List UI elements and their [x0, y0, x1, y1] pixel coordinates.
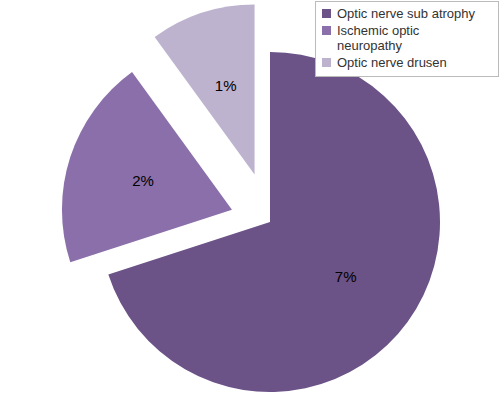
- html-text:Optic nerve drusen: Optic nerve drusen: [337, 55, 447, 70]
- svg-text:1%: 1%: [215, 77, 237, 94]
- svg-text:2%: 2%: [132, 172, 154, 189]
- svg-text:7%: 7%: [335, 268, 357, 285]
- html-text:Ischemic optic neuropathy: Ischemic optic neuropathy: [337, 23, 420, 53]
- html-text:Optic nerve sub atrophy: Optic nerve sub atrophy: [337, 6, 475, 21]
